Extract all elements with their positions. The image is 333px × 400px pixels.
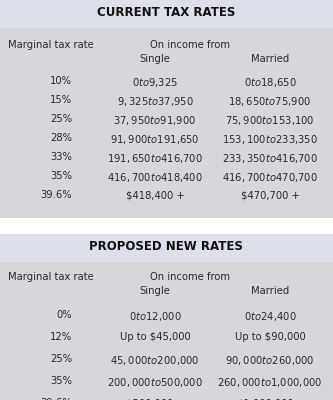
- Text: $0 to $12,000: $0 to $12,000: [129, 310, 181, 323]
- Text: Marginal tax rate: Marginal tax rate: [8, 272, 94, 282]
- Text: PROPOSED NEW RATES: PROPOSED NEW RATES: [89, 240, 243, 253]
- Text: $1,000,000+: $1,000,000+: [237, 398, 302, 400]
- Bar: [0, 234, 333, 262]
- Text: $18,650 to $75,900: $18,650 to $75,900: [228, 95, 312, 108]
- Text: 15%: 15%: [50, 95, 72, 105]
- Text: 0%: 0%: [56, 310, 72, 320]
- Text: Single: Single: [140, 54, 170, 64]
- Text: $75,900 to $153,100: $75,900 to $153,100: [225, 114, 315, 127]
- Text: 33%: 33%: [50, 152, 72, 162]
- Text: 35%: 35%: [50, 376, 72, 386]
- Text: $0 to $9,325: $0 to $9,325: [132, 76, 178, 89]
- Text: $45,000 to $200,000: $45,000 to $200,000: [110, 354, 200, 367]
- Text: On income from: On income from: [150, 40, 230, 50]
- Text: 25%: 25%: [50, 114, 72, 124]
- Text: 35%: 35%: [50, 171, 72, 181]
- Text: Single: Single: [140, 286, 170, 296]
- Text: Up to $90,000: Up to $90,000: [235, 332, 305, 342]
- Text: 39.6%: 39.6%: [40, 398, 72, 400]
- Text: $260,000 to $1,000,000: $260,000 to $1,000,000: [217, 376, 323, 389]
- Bar: [0, 218, 333, 234]
- Text: 39.6%: 39.6%: [40, 190, 72, 200]
- Text: 12%: 12%: [50, 332, 72, 342]
- Text: Married: Married: [251, 286, 289, 296]
- Bar: [0, 0, 333, 28]
- Text: Up to $45,000: Up to $45,000: [120, 332, 190, 342]
- Text: $90,000 to $260,000: $90,000 to $260,000: [225, 354, 315, 367]
- Text: $37,950 to $91,900: $37,950 to $91,900: [113, 114, 196, 127]
- Text: $418,400 +: $418,400 +: [126, 190, 184, 200]
- Text: Married: Married: [251, 54, 289, 64]
- Text: $191,650 to $416,700: $191,650 to $416,700: [107, 152, 203, 165]
- Text: $416,700 to $418,400: $416,700 to $418,400: [107, 171, 203, 184]
- Text: $0 to $18,650: $0 to $18,650: [244, 76, 296, 89]
- Text: $153,100 to $233,350: $153,100 to $233,350: [222, 133, 318, 146]
- Text: CURRENT TAX RATES: CURRENT TAX RATES: [97, 6, 235, 19]
- Text: 25%: 25%: [50, 354, 72, 364]
- Text: $233,350 to $416,700: $233,350 to $416,700: [222, 152, 318, 165]
- Text: $416,700 to $470,700: $416,700 to $470,700: [222, 171, 318, 184]
- Text: $0 to $24,400: $0 to $24,400: [244, 310, 296, 323]
- Text: On income from: On income from: [150, 272, 230, 282]
- Text: Marginal tax rate: Marginal tax rate: [8, 40, 94, 50]
- Text: $91,900 to $191,650: $91,900 to $191,650: [110, 133, 200, 146]
- Text: 10%: 10%: [50, 76, 72, 86]
- Text: $470,700 +: $470,700 +: [240, 190, 299, 200]
- Text: 28%: 28%: [50, 133, 72, 143]
- Text: $9,325 to $37,950: $9,325 to $37,950: [117, 95, 193, 108]
- Text: $500,000 +: $500,000 +: [126, 398, 184, 400]
- Text: $200,000 to $500,000: $200,000 to $500,000: [107, 376, 203, 389]
